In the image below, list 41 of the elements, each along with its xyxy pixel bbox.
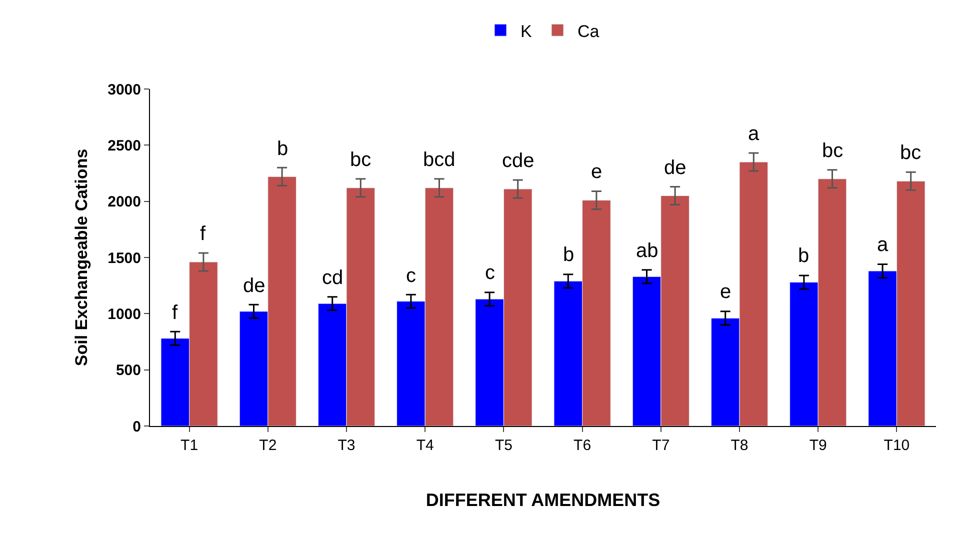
- x-tick-label: T6: [574, 437, 592, 454]
- annotation: bcd: [423, 149, 456, 171]
- annotation: f: [200, 223, 206, 245]
- annotation: bc: [822, 140, 844, 162]
- x-axis-title: DIFFERENT AMENDMENTS: [426, 490, 660, 510]
- annotation: de: [243, 275, 266, 297]
- x-tick-label: T5: [494, 437, 512, 454]
- annotation: f: [172, 302, 178, 324]
- legend-label: K: [520, 22, 532, 41]
- annotation: e: [720, 281, 732, 303]
- x-tick-label: T2: [259, 437, 277, 454]
- x-tick-label: T1: [180, 437, 198, 454]
- x-tick-label: T7: [652, 437, 670, 454]
- x-tick-label: T8: [730, 437, 748, 454]
- annotation: cde: [502, 150, 534, 172]
- annotation: a: [748, 123, 760, 145]
- annotation: b: [563, 244, 574, 266]
- y-tick-label: 0: [132, 418, 141, 436]
- annotation: c: [485, 262, 495, 284]
- annotation: b: [798, 245, 810, 267]
- annotation: bc: [350, 149, 372, 171]
- y-tick-label: 3000: [108, 81, 141, 98]
- x-tick-label: T4: [416, 437, 434, 454]
- x-tick-label: T3: [338, 437, 356, 454]
- annotation: ab: [636, 240, 658, 262]
- y-tick-label: 2500: [108, 137, 141, 154]
- legend-label: Ca: [578, 22, 600, 41]
- annotation: cd: [322, 267, 344, 289]
- y-tick-label: 1000: [108, 306, 141, 323]
- annotation: b: [277, 138, 288, 160]
- annotation: bc: [900, 142, 922, 164]
- y-tick-label: 1500: [108, 250, 141, 267]
- x-tick-label: T10: [884, 437, 910, 454]
- annotation: e: [591, 161, 602, 183]
- annotation: de: [664, 157, 686, 179]
- y-tick-label: 500: [116, 362, 141, 380]
- y-tick-label: 2000: [108, 194, 141, 211]
- annotation: c: [406, 265, 416, 287]
- y-axis-title: Soil Exchangeable Cations: [72, 148, 92, 366]
- x-tick-label: T9: [809, 437, 827, 454]
- annotation: a: [877, 234, 889, 256]
